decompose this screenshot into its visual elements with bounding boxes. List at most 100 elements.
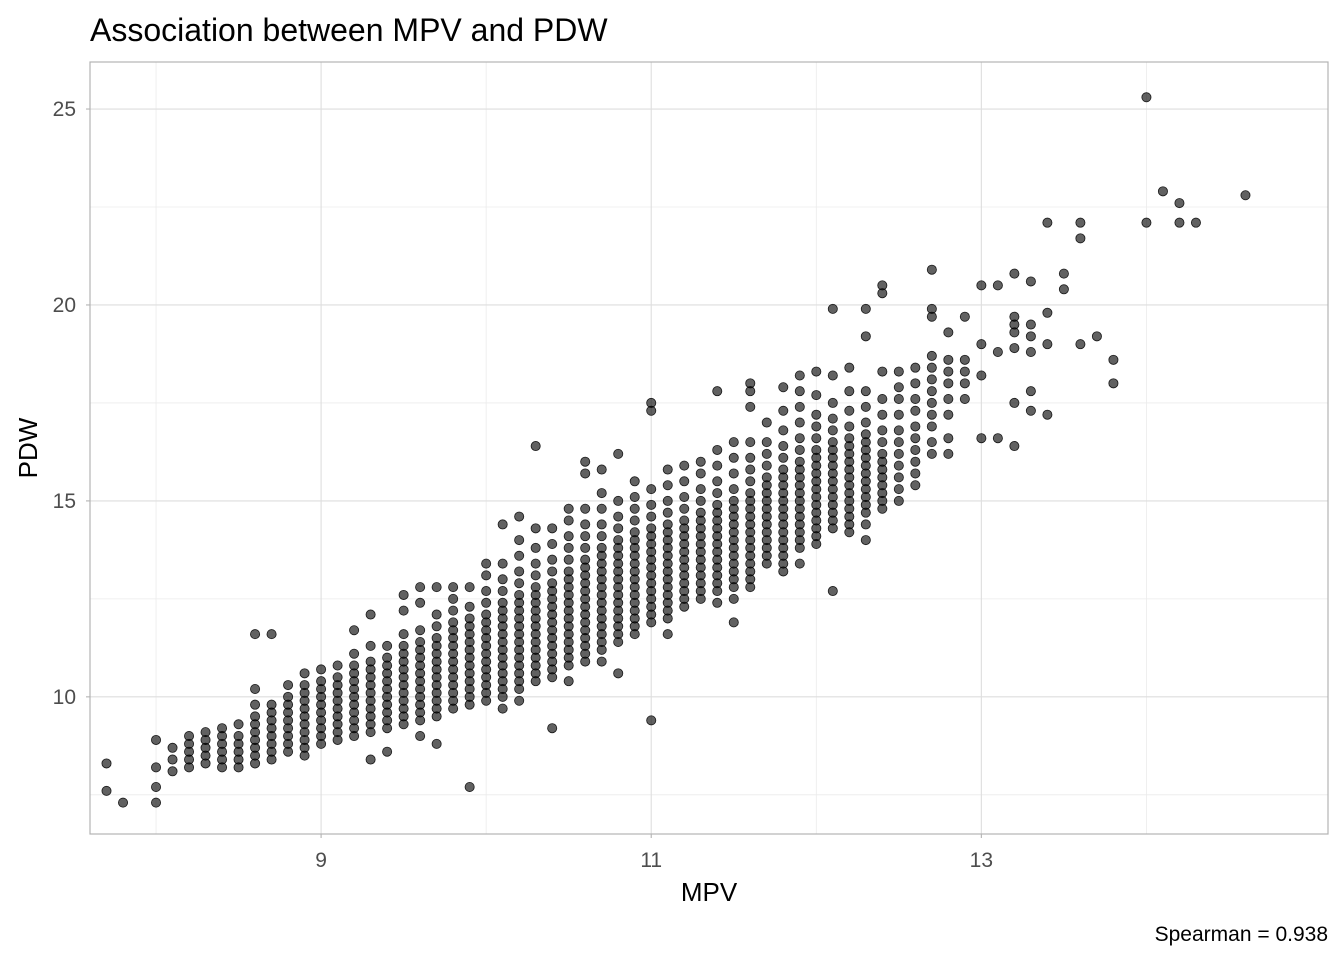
- data-point: [365, 640, 376, 651]
- data-point: [893, 448, 904, 459]
- data-point: [101, 758, 112, 769]
- data-point: [910, 456, 921, 467]
- data-point: [398, 629, 409, 640]
- data-point: [151, 762, 162, 773]
- data-point: [926, 374, 937, 385]
- data-point: [811, 390, 822, 401]
- data-point: [497, 703, 508, 714]
- data-point: [926, 386, 937, 397]
- data-point: [811, 433, 822, 444]
- data-point: [712, 460, 723, 471]
- data-point: [943, 394, 954, 405]
- data-point: [464, 582, 475, 593]
- data-point: [728, 437, 739, 448]
- data-point: [646, 499, 657, 510]
- data-point: [431, 582, 442, 593]
- data-point: [646, 397, 657, 408]
- data-point: [959, 394, 970, 405]
- data-point: [662, 629, 673, 640]
- data-point: [778, 464, 789, 475]
- data-point: [679, 515, 690, 526]
- data-point: [563, 542, 574, 553]
- data-point: [877, 409, 888, 420]
- data-point: [1009, 343, 1020, 354]
- data-point: [794, 444, 805, 455]
- data-point: [662, 495, 673, 506]
- data-point: [926, 350, 937, 361]
- data-point: [563, 676, 574, 687]
- data-point: [596, 519, 607, 530]
- data-point: [679, 460, 690, 471]
- y-tick-label: 10: [53, 686, 76, 709]
- data-point: [217, 723, 228, 734]
- data-point: [910, 378, 921, 389]
- data-point: [910, 468, 921, 479]
- data-point: [959, 378, 970, 389]
- x-axis-label: MPV: [681, 877, 738, 907]
- data-points: [101, 92, 1251, 808]
- data-point: [200, 727, 211, 738]
- data-point: [712, 499, 723, 510]
- data-point: [827, 370, 838, 381]
- data-point: [1025, 346, 1036, 357]
- data-point: [679, 491, 690, 502]
- data-point: [332, 660, 343, 671]
- data-point: [662, 464, 673, 475]
- data-point: [1108, 378, 1119, 389]
- data-point: [877, 366, 888, 377]
- data-point: [844, 433, 855, 444]
- data-point: [448, 617, 459, 628]
- data-point: [481, 558, 492, 569]
- data-point: [761, 448, 772, 459]
- data-point: [580, 531, 591, 542]
- data-point: [547, 723, 558, 734]
- data-point: [976, 339, 987, 350]
- data-point: [1240, 190, 1251, 201]
- data-point: [1157, 186, 1168, 197]
- data-point: [530, 441, 541, 452]
- data-point: [448, 582, 459, 593]
- data-point: [893, 472, 904, 483]
- data-point: [497, 597, 508, 608]
- data-point: [1025, 386, 1036, 397]
- data-point: [596, 531, 607, 542]
- data-point: [910, 480, 921, 491]
- data-point: [1108, 354, 1119, 365]
- data-point: [662, 519, 673, 530]
- data-point: [1025, 405, 1036, 416]
- data-point: [712, 444, 723, 455]
- data-point: [349, 625, 360, 636]
- data-point: [877, 280, 888, 291]
- data-point: [1009, 397, 1020, 408]
- data-point: [514, 589, 525, 600]
- data-point: [778, 382, 789, 393]
- data-point: [497, 519, 508, 530]
- data-point: [530, 582, 541, 593]
- data-point: [481, 570, 492, 581]
- data-point: [1075, 217, 1086, 228]
- data-point: [250, 684, 261, 695]
- data-point: [695, 507, 706, 518]
- data-point: [415, 582, 426, 593]
- data-point: [728, 484, 739, 495]
- y-axis-label: PDW: [13, 417, 43, 478]
- data-point: [844, 362, 855, 373]
- data-point: [695, 456, 706, 467]
- data-point: [1042, 409, 1053, 420]
- data-point: [151, 797, 162, 808]
- data-point: [976, 280, 987, 291]
- data-point: [151, 734, 162, 745]
- data-point: [596, 488, 607, 499]
- data-point: [893, 394, 904, 405]
- data-point: [596, 542, 607, 553]
- data-point: [596, 464, 607, 475]
- data-point: [547, 554, 558, 565]
- data-point: [860, 401, 871, 412]
- data-point: [547, 539, 558, 550]
- data-point: [646, 511, 657, 522]
- data-point: [118, 797, 129, 808]
- data-point: [844, 405, 855, 416]
- data-point: [415, 636, 426, 647]
- data-point: [778, 441, 789, 452]
